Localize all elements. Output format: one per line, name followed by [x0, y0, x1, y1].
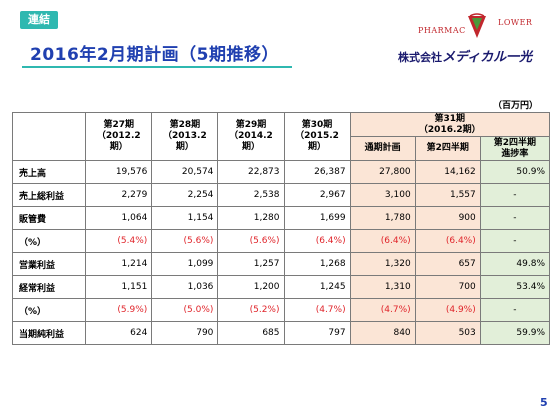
cell-label: 販管費 — [11, 206, 87, 230]
table-row: （%） (5.4%) (5.6%) (5.6%) (6.4%) (6.4%) (6.4%) - — [11, 229, 551, 253]
cell-v30: (6.4%) — [283, 229, 351, 253]
cell-h2: (4.9%) — [414, 298, 481, 322]
table-row: 売上高 19,576 20,574 22,873 26,387 27,800 14,162 5… — [11, 160, 551, 184]
header-period-28: 第28期 （2013.2期） — [151, 112, 219, 161]
cell-v29: 1,280 — [217, 206, 285, 230]
header-period-30: 第30期 （2015.2期） — [283, 112, 351, 161]
cell-v29: 1,200 — [217, 275, 285, 299]
cell-plan: 27,800 — [349, 160, 416, 184]
cell-label: （%） — [11, 298, 87, 322]
cell-v27: 1,214 — [85, 252, 153, 276]
cell-label: 経常利益 — [11, 275, 87, 299]
cell-v30: 1,268 — [283, 252, 351, 276]
cell-v27: (5.4%) — [85, 229, 153, 253]
cell-plan: 1,310 — [349, 275, 416, 299]
page-title: 2016年2月期計画（5期推移） — [30, 45, 279, 65]
cell-v29: (5.6%) — [217, 229, 285, 253]
cell-v30: 797 — [283, 321, 351, 345]
cell-h2: 657 — [414, 252, 481, 276]
table-row: 販管費 1,064 1,154 1,280 1,699 1,780 900- — [11, 206, 551, 230]
cell-v30: 1,699 — [283, 206, 351, 230]
cell-v29: 1,257 — [217, 252, 285, 276]
cell-plan: (6.4%) — [349, 229, 416, 253]
cell-v28: (5.6%) — [151, 229, 219, 253]
cell-v27: 1,151 — [85, 275, 153, 299]
cell-plan: 1,320 — [349, 252, 416, 276]
cell-h2: 700 — [414, 275, 481, 299]
table-row: 営業利益 1,214 1,099 1,257 1,268 1,320 657 49.8% — [11, 252, 551, 276]
cell-h2: 503 — [414, 321, 481, 345]
consolidated-badge: 連結 — [20, 11, 58, 29]
cell-plan: 1,780 — [349, 206, 416, 230]
cell-v29: 685 — [217, 321, 285, 345]
cell-prog: 53.4% — [479, 275, 551, 299]
company-prefix: 株式会社 — [398, 51, 442, 64]
pharmacy-flower-logo-icon — [468, 13, 486, 38]
cell-v27: 2,279 — [85, 183, 153, 207]
cell-v27: 624 — [85, 321, 153, 345]
cell-v28: 1,036 — [151, 275, 219, 299]
cell-v29: (5.2%) — [217, 298, 285, 322]
company-main-name: メディカル一光 — [442, 50, 533, 65]
page-number: 5 — [540, 396, 548, 409]
header-full-year-plan: 通期計画 — [349, 136, 416, 161]
cell-prog: 50.9% — [479, 160, 551, 184]
cell-label: （%） — [11, 229, 87, 253]
cell-plan: 840 — [349, 321, 416, 345]
header-second-quarter: 第2四半期 — [414, 136, 481, 161]
table-row: 当期純利益 624 790 685 797 840 503 59.9% — [11, 321, 551, 345]
cell-v27: 1,064 — [85, 206, 153, 230]
financial-plan-table: 第27期 （2012.2期） 第28期 （2013.2期） 第29期 （2014.2期… — [11, 112, 551, 345]
cell-v28: 2,254 — [151, 183, 219, 207]
header-period-29: 第29期 （2014.2期） — [217, 112, 285, 161]
header-period-31: 第31期 （2016.2期） — [349, 112, 551, 137]
cell-h2: 1,557 — [414, 183, 481, 207]
unit-label: （百万円） — [493, 101, 539, 111]
cell-prog: - — [479, 298, 551, 322]
cell-v29: 22,873 — [217, 160, 285, 184]
header-blank — [11, 112, 87, 161]
cell-h2: (6.4%) — [414, 229, 481, 253]
cell-prog: 59.9% — [479, 321, 551, 345]
cell-v30: (4.7%) — [283, 298, 351, 322]
cell-label: 営業利益 — [11, 252, 87, 276]
table-row: 売上総利益 2,279 2,254 2,538 2,967 3,100 1,557- — [11, 183, 551, 207]
table-row: （%） (5.9%) (5.0%) (5.2%) (4.7%) (4.7%) (4.9%) - — [11, 298, 551, 322]
cell-label: 売上総利益 — [11, 183, 87, 207]
cell-prog: - — [479, 183, 551, 207]
cell-prog: 49.8% — [479, 252, 551, 276]
cell-plan: 3,100 — [349, 183, 416, 207]
cell-v30: 2,967 — [283, 183, 351, 207]
company-name: 株式会社メディカル一光 — [398, 46, 532, 65]
cell-prog: - — [479, 206, 551, 230]
cell-h2: 14,162 — [414, 160, 481, 184]
cell-v27: (5.9%) — [85, 298, 153, 322]
cell-v27: 19,576 — [85, 160, 153, 184]
cell-prog: - — [479, 229, 551, 253]
title-underline — [22, 66, 292, 68]
cell-v30: 26,387 — [283, 160, 351, 184]
cell-plan: (4.7%) — [349, 298, 416, 322]
cell-v28: 790 — [151, 321, 219, 345]
cell-label: 当期純利益 — [11, 321, 87, 345]
cell-label: 売上高 — [11, 160, 87, 184]
cell-v28: 1,154 — [151, 206, 219, 230]
logo-text-lower: LOWER — [498, 18, 533, 27]
logo-text-pharmac: PHARMAC — [418, 26, 466, 35]
cell-v28: 1,099 — [151, 252, 219, 276]
header-progress-rate: 第2四半期 進捗率 — [479, 136, 551, 161]
cell-v30: 1,245 — [283, 275, 351, 299]
cell-v28: 20,574 — [151, 160, 219, 184]
cell-v29: 2,538 — [217, 183, 285, 207]
cell-v28: (5.0%) — [151, 298, 219, 322]
table-row: 経常利益 1,151 1,036 1,200 1,245 1,310 700 53.4% — [11, 275, 551, 299]
header-period-27: 第27期 （2012.2期） — [85, 112, 153, 161]
cell-h2: 900 — [414, 206, 481, 230]
